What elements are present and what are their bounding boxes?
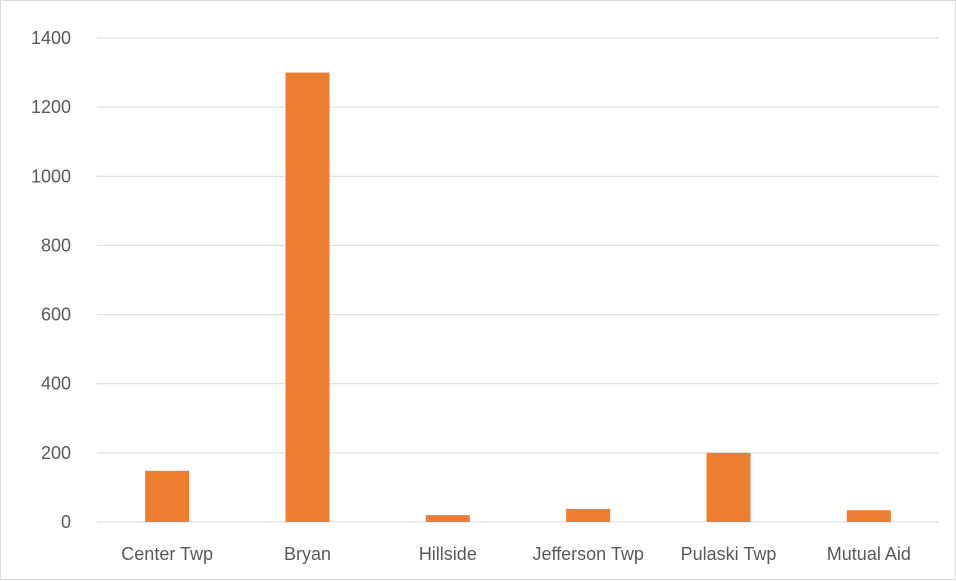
y-tick-label: 1400	[31, 28, 71, 48]
y-tick-label: 400	[41, 374, 71, 394]
bars	[145, 72, 891, 523]
y-tick-label: 600	[41, 305, 71, 325]
gridlines	[97, 37, 939, 523]
x-axis-category-labels: Center Twp Bryan Hillside Jefferson Twp Pula…	[121, 544, 911, 564]
bar	[566, 508, 611, 522]
y-tick-label: 0	[61, 512, 71, 532]
bar	[425, 515, 470, 522]
x-category-label: Mutual Aid	[827, 544, 911, 564]
bar	[145, 470, 190, 522]
y-tick-label: 200	[41, 443, 71, 463]
y-tick-label: 1000	[31, 166, 71, 186]
bar	[846, 510, 891, 522]
bar	[285, 72, 330, 523]
x-category-label: Pulaski Twp	[681, 544, 777, 564]
x-category-label: Hillside	[419, 544, 477, 564]
x-category-label: Jefferson Twp	[532, 544, 643, 564]
x-category-label: Center Twp	[121, 544, 213, 564]
y-axis-tick-labels: 0 200 400 600 800 1000 1200 1400	[31, 28, 71, 532]
y-tick-label: 800	[41, 235, 71, 255]
bar	[706, 452, 751, 522]
y-tick-label: 1200	[31, 97, 71, 117]
x-category-label: Bryan	[284, 544, 331, 564]
